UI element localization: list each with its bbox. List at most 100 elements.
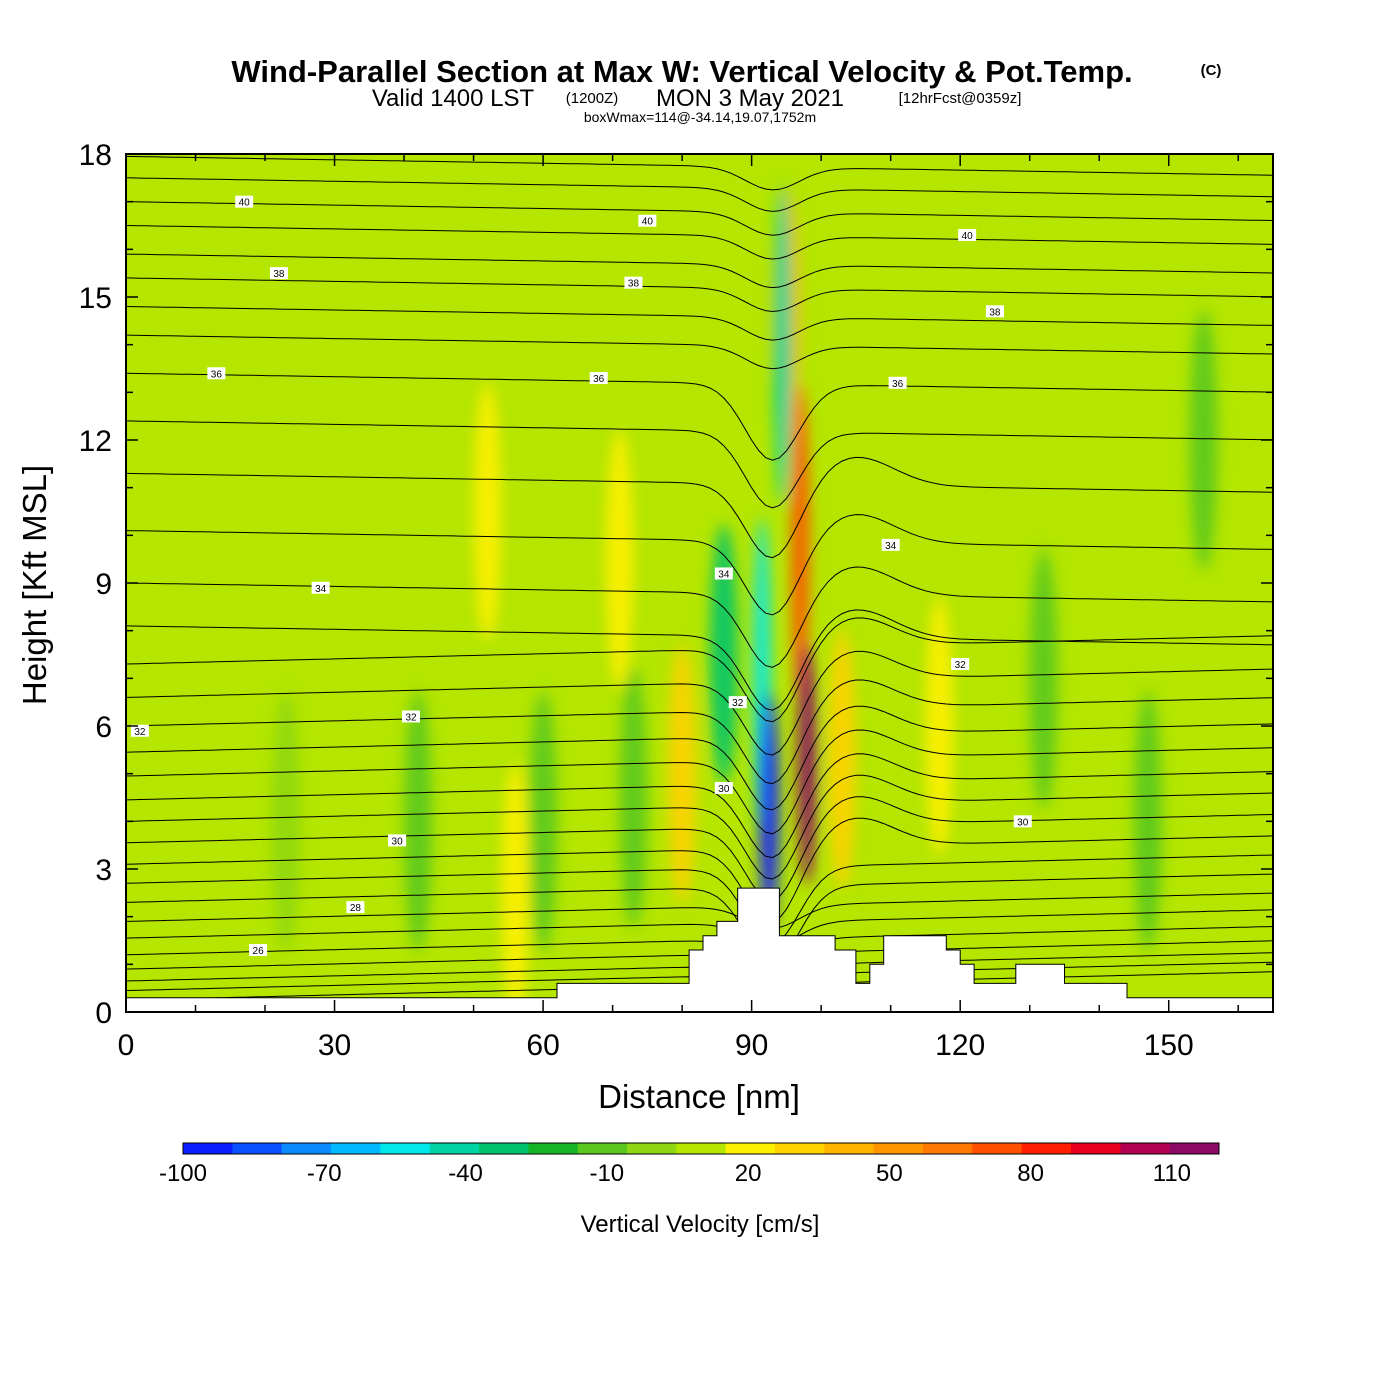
contour-label: 36 bbox=[211, 369, 223, 380]
contour-label-box bbox=[714, 567, 733, 580]
theta-contour bbox=[126, 514, 1273, 616]
theta-contour bbox=[126, 817, 1273, 923]
colorbar-swatch bbox=[577, 1143, 628, 1154]
velocity-cell bbox=[271, 691, 300, 952]
terrain-mask bbox=[126, 887, 1273, 1012]
colorbar-swatch bbox=[479, 1143, 529, 1154]
contour-label-box bbox=[235, 195, 254, 208]
contour-label: 40 bbox=[962, 231, 974, 242]
y-tick-label: 18 bbox=[79, 139, 112, 172]
colorbar-title: Vertical Velocity [cm/s] bbox=[581, 1211, 820, 1238]
contour-label: 34 bbox=[885, 541, 897, 552]
colorbar-tick-label: -70 bbox=[307, 1160, 342, 1187]
contour-label-box bbox=[638, 214, 657, 227]
theta-contour bbox=[126, 609, 1273, 711]
colorbar-swatch bbox=[1071, 1143, 1121, 1154]
x-axis-label: Distance [nm] bbox=[598, 1078, 800, 1115]
contour-label-box bbox=[269, 267, 288, 280]
colorbar-tick-label: -40 bbox=[448, 1160, 483, 1187]
contour-label-box bbox=[130, 724, 149, 737]
contour-label-box bbox=[402, 710, 421, 723]
contour-label: 32 bbox=[955, 660, 967, 671]
contour-label: 40 bbox=[239, 198, 251, 209]
contour-label: 36 bbox=[593, 374, 605, 385]
contour-label: 30 bbox=[718, 784, 730, 795]
colorbar-swatch bbox=[183, 1143, 233, 1154]
x-axis: 0 30 60 90 120 150 bbox=[118, 154, 1239, 1062]
contour-label-box bbox=[728, 696, 747, 709]
x-tick-label: 60 bbox=[526, 1029, 559, 1062]
theta-contour bbox=[126, 926, 1273, 963]
velocity-cell bbox=[473, 381, 502, 642]
theta-contour bbox=[126, 253, 1273, 289]
colorbar-swatch bbox=[725, 1143, 776, 1154]
contour-label: 40 bbox=[642, 217, 654, 228]
box-wmax-info: boxWmax=114@-34.14,19.07,1752m bbox=[584, 109, 816, 125]
theta-contour bbox=[126, 456, 1273, 559]
contour-label: 38 bbox=[989, 307, 1001, 318]
velocity-cell bbox=[791, 384, 810, 705]
contour-label: 32 bbox=[732, 698, 744, 709]
theta-contour bbox=[126, 306, 1273, 341]
x-tick-label: 120 bbox=[935, 1029, 985, 1062]
contour-labels: 40 40 40 38 38 38 36 36 36 34 34 34 32 32 32 32 30 30 30 28… bbox=[130, 195, 1032, 957]
colorbar-swatch bbox=[232, 1143, 283, 1154]
chart-title: Wind-Parallel Section at Max W: Vertical… bbox=[231, 54, 1132, 89]
theta-contour bbox=[126, 201, 1273, 236]
colorbar-swatch bbox=[331, 1143, 381, 1154]
theta-contour bbox=[126, 650, 1273, 756]
velocity-cell bbox=[529, 691, 558, 952]
theta-contour bbox=[126, 873, 1273, 964]
contour-label-box bbox=[311, 581, 330, 594]
theta-contour bbox=[126, 774, 1273, 880]
contour-label: 30 bbox=[1017, 817, 1029, 828]
colorbar-tick-label: -10 bbox=[589, 1160, 624, 1187]
theta-contour bbox=[126, 155, 1273, 191]
theta-contour bbox=[126, 679, 1273, 785]
theta-contour bbox=[126, 854, 1273, 945]
colorbar-tick-label: 80 bbox=[1017, 1160, 1044, 1187]
theta-contour bbox=[126, 334, 1273, 370]
valid-time-prefix: Valid 1400 LST bbox=[372, 85, 535, 112]
contour-label-box bbox=[624, 276, 643, 289]
colorbar: -100 -70 -40 -10 20 50 80 110 bbox=[159, 1142, 1220, 1187]
velocity-cell bbox=[501, 762, 530, 1012]
x-tick-label: 90 bbox=[735, 1029, 768, 1062]
colorbar-swatch bbox=[429, 1143, 480, 1154]
velocity-cell bbox=[403, 691, 432, 952]
contour-label-box bbox=[388, 834, 407, 847]
colorbar-swatch bbox=[1169, 1143, 1220, 1154]
contour-label: 28 bbox=[350, 903, 362, 914]
velocity-cell bbox=[925, 596, 954, 856]
contour-label-box bbox=[958, 229, 977, 242]
colorbar-swatch bbox=[676, 1143, 727, 1154]
theta-contour bbox=[126, 617, 1273, 723]
colorbar-frame bbox=[182, 1142, 1220, 1155]
contour-label: 38 bbox=[628, 279, 640, 290]
theta-contour bbox=[126, 420, 1273, 509]
contour-label-box bbox=[1013, 815, 1032, 828]
colorbar-swatch bbox=[627, 1143, 677, 1154]
contour-label-box bbox=[346, 901, 365, 914]
theta-contour bbox=[126, 753, 1273, 859]
y-tick-label: 0 bbox=[95, 997, 112, 1030]
colorbar-swatch bbox=[972, 1143, 1023, 1154]
y-tick-label: 9 bbox=[95, 568, 112, 601]
colorbar-tick-label: 50 bbox=[876, 1160, 903, 1187]
plot-area: 40 40 40 38 38 38 36 36 36 34 34 34 32 32 32 32 30 30 30 28… bbox=[126, 154, 1273, 1012]
colorbar-swatch bbox=[1021, 1143, 1072, 1154]
colorbar-tick-label: 20 bbox=[735, 1160, 762, 1187]
y-tick-label: 15 bbox=[79, 282, 112, 315]
contour-label: 36 bbox=[892, 379, 904, 390]
y-axis-label: Height [Kft MSL] bbox=[16, 465, 53, 705]
colorbar-swatch bbox=[1120, 1143, 1171, 1154]
y-tick-label: 3 bbox=[95, 854, 112, 887]
colorbar-tick-label: 110 bbox=[1153, 1160, 1191, 1187]
contour-label-box bbox=[249, 944, 268, 957]
velocity-cell bbox=[668, 643, 697, 904]
contour-label-box bbox=[589, 372, 608, 385]
velocity-cell bbox=[619, 667, 648, 928]
contour-label: 38 bbox=[273, 269, 285, 280]
